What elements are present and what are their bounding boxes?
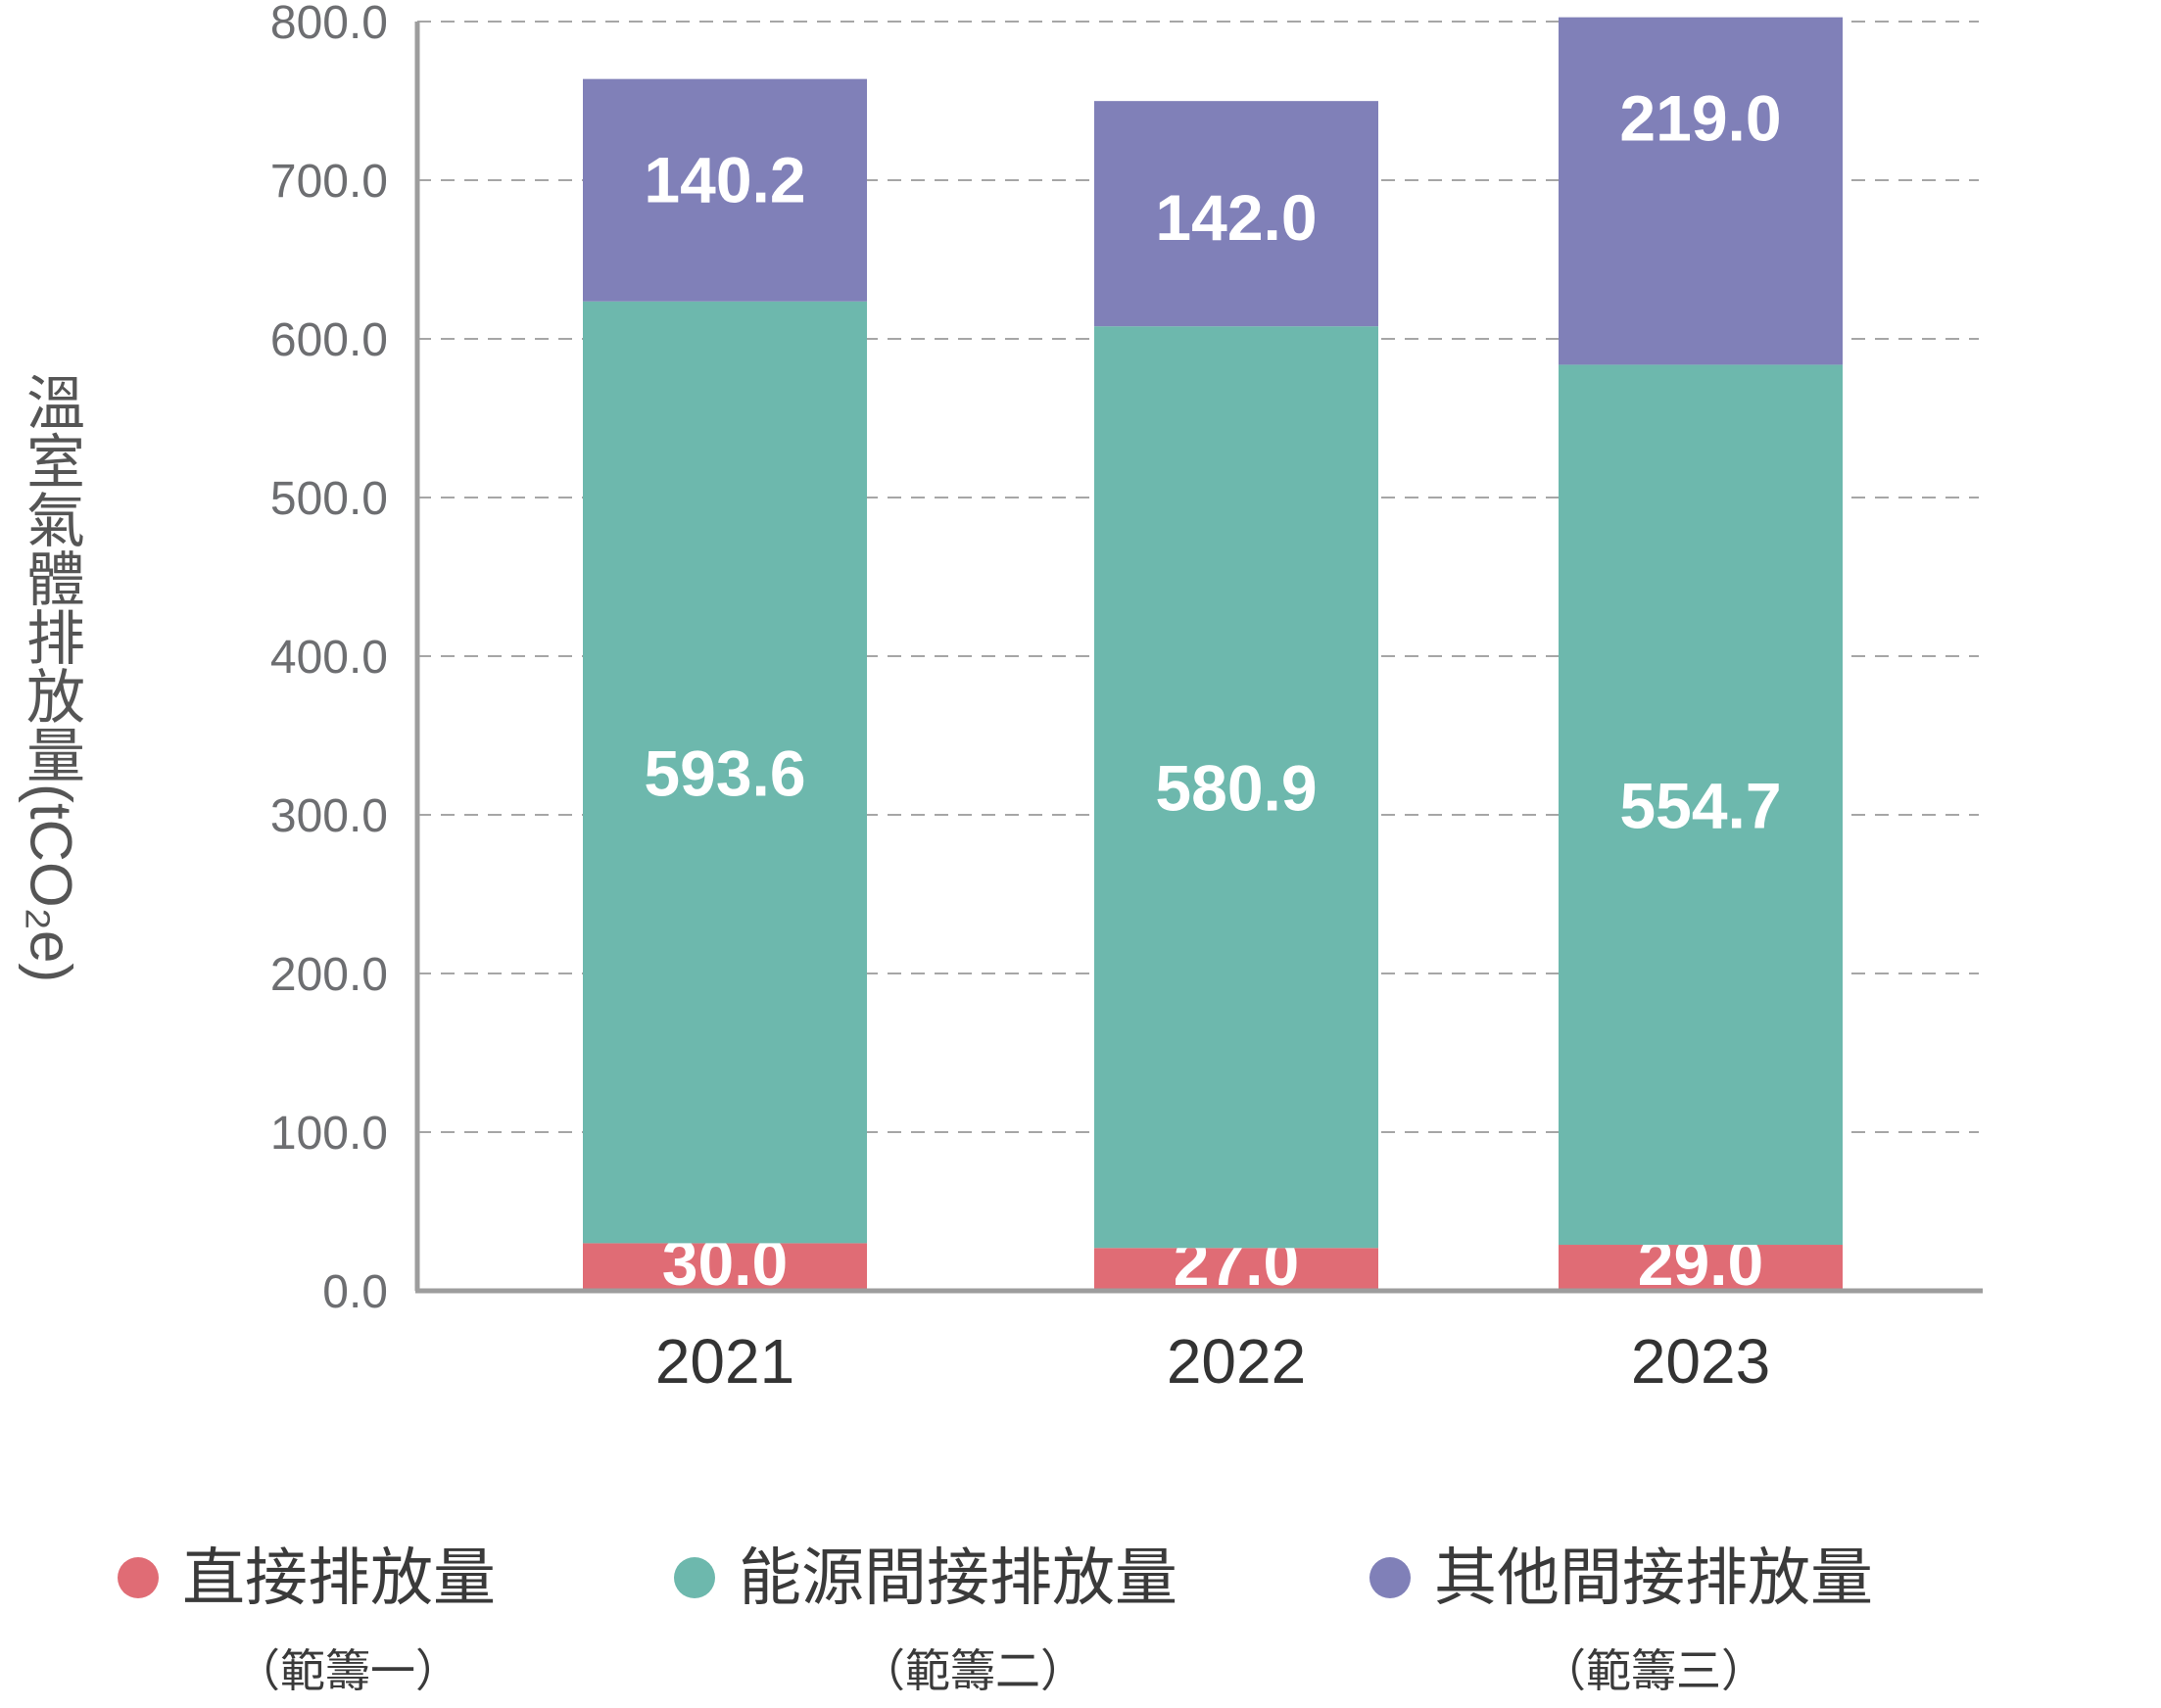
bar-segment bbox=[583, 301, 867, 1244]
data-label: 580.9 bbox=[1155, 752, 1317, 825]
bar-segment bbox=[1094, 326, 1378, 1249]
data-label: 219.0 bbox=[1619, 82, 1781, 155]
y-tick-label: 600.0 bbox=[270, 314, 388, 366]
bar-segment bbox=[583, 78, 867, 302]
bar-segment bbox=[1094, 101, 1378, 327]
stacked-bar-chart: 0.0 100.0 200.0 300.0 400.0 500.0 600.0 700.0 80… bbox=[19, 0, 1983, 1397]
bar-segment bbox=[1094, 1248, 1378, 1291]
y-tick-label: 800.0 bbox=[270, 0, 388, 49]
legend-sublabel: （範籌一） bbox=[235, 1644, 460, 1697]
bar-segment bbox=[1559, 17, 1843, 365]
bar-segment bbox=[583, 1243, 867, 1291]
x-tick-label: 2023 bbox=[1631, 1326, 1770, 1397]
y-axis-label: 溫室氣體排放量(tCO₂e) bbox=[19, 372, 84, 982]
legend-swatch bbox=[674, 1557, 715, 1598]
legend-sublabel: （範籌三） bbox=[1541, 1644, 1766, 1697]
x-tick-label: 2021 bbox=[655, 1326, 794, 1397]
data-label: 593.6 bbox=[644, 737, 805, 810]
y-tick-label: 400.0 bbox=[270, 632, 388, 684]
bar-segment bbox=[1559, 364, 1843, 1246]
legend-label: 直接排放量 bbox=[182, 1542, 496, 1615]
y-tick-label: 500.0 bbox=[270, 473, 388, 525]
legend-label: 能源間接排放量 bbox=[739, 1542, 1177, 1615]
x-tick-label: 2022 bbox=[1167, 1326, 1306, 1397]
axes bbox=[414, 22, 1983, 1294]
y-tick-label: 700.0 bbox=[270, 156, 388, 208]
y-tick-label: 0.0 bbox=[322, 1266, 388, 1318]
bar-segment bbox=[1559, 1245, 1843, 1291]
bars: 30.0593.6140.227.0580.9142.029.0554.7219… bbox=[583, 17, 1843, 1299]
legend-sublabel: （範籌二） bbox=[860, 1644, 1085, 1697]
legend-label: 其他間接排放量 bbox=[1434, 1542, 1873, 1615]
y-tick-labels: 0.0 100.0 200.0 300.0 400.0 500.0 600.0 700.0 80… bbox=[270, 0, 388, 1318]
data-label: 142.0 bbox=[1155, 181, 1317, 254]
x-tick-labels: 2021 2022 2023 bbox=[655, 1326, 1770, 1397]
legend-swatch bbox=[1369, 1557, 1411, 1598]
y-tick-label: 200.0 bbox=[270, 949, 388, 1001]
y-tick-label: 300.0 bbox=[270, 790, 388, 842]
data-label: 140.2 bbox=[644, 144, 805, 216]
y-axis-label-text: 溫室氣體排放量(tCO₂e) bbox=[19, 372, 84, 982]
legend-swatch bbox=[118, 1557, 159, 1598]
y-tick-label: 100.0 bbox=[270, 1108, 388, 1160]
data-label: 554.7 bbox=[1619, 770, 1781, 842]
